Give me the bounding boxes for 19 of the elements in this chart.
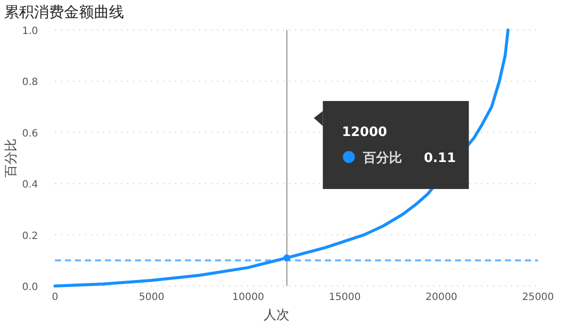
- x-tick-label: 0: [52, 292, 58, 303]
- y-tick-label: 1.0: [22, 26, 38, 37]
- y-tick-label: 0.2: [22, 230, 38, 242]
- y-axis-title: 百分比: [4, 138, 19, 178]
- y-tick-label: 0.0: [22, 282, 38, 293]
- x-tick-label: 25000: [522, 292, 554, 303]
- x-tick-label: 15000: [328, 292, 361, 303]
- annotation: 0.11: [424, 151, 456, 166]
- x-tick-label: 10000: [232, 292, 264, 303]
- y-tick-label: 0.4: [22, 180, 38, 191]
- x-axis-title: 人次: [264, 308, 290, 323]
- chart-title: 累积消费金额曲线: [4, 3, 124, 21]
- y-tick-label: 0.6: [22, 128, 38, 140]
- x-tick-label: 20000: [425, 292, 458, 303]
- line-series: [54, 28, 510, 288]
- legend-label: 百分比: [362, 151, 402, 166]
- annotation: 12000: [342, 125, 388, 140]
- y-tick-label: 0.8: [22, 77, 38, 88]
- x-tick-label: 5000: [138, 292, 164, 303]
